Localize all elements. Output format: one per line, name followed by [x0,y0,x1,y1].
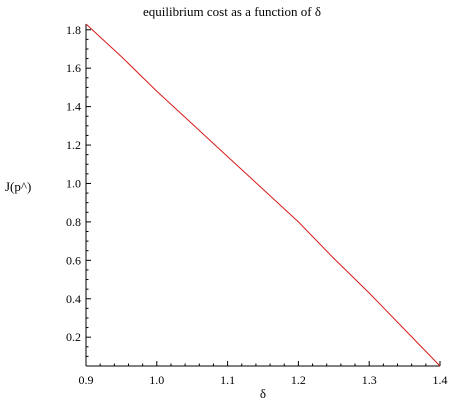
y-axis-label: J(p^) [5,179,31,194]
y-tick-label: 1.0 [66,176,81,190]
y-tick-label: 1.2 [66,138,81,152]
y-tick-label: 1.6 [66,61,81,75]
y-tick-label: 0.8 [66,215,81,229]
x-tick-label: 1.3 [362,373,377,387]
x-tick-label: 1.0 [149,373,164,387]
x-tick-label: 1.2 [291,373,306,387]
ticks: 0.9 1.0 1.1 1.2 1.3 1.4 0.2 0.4 0.6 0.8 1.0 1.2 1.4 1… [66,23,448,387]
series-layer [85,23,441,367]
chart-title: equilibrium cost as a function of δ [143,4,321,19]
y-tick-label: 1.4 [66,100,81,114]
y-tick-label: 1.8 [66,23,81,37]
y-tick-label: 0.4 [66,292,81,306]
x-tick-label: 0.9 [79,373,94,387]
y-tick-label: 0.6 [66,253,81,267]
x-axis-label: δ [260,386,266,401]
axes [85,24,440,367]
x-tick-label: 1.1 [220,373,235,387]
series-line [85,23,441,367]
x-tick-label: 1.4 [433,373,448,387]
y-tick-label: 0.2 [66,330,81,344]
